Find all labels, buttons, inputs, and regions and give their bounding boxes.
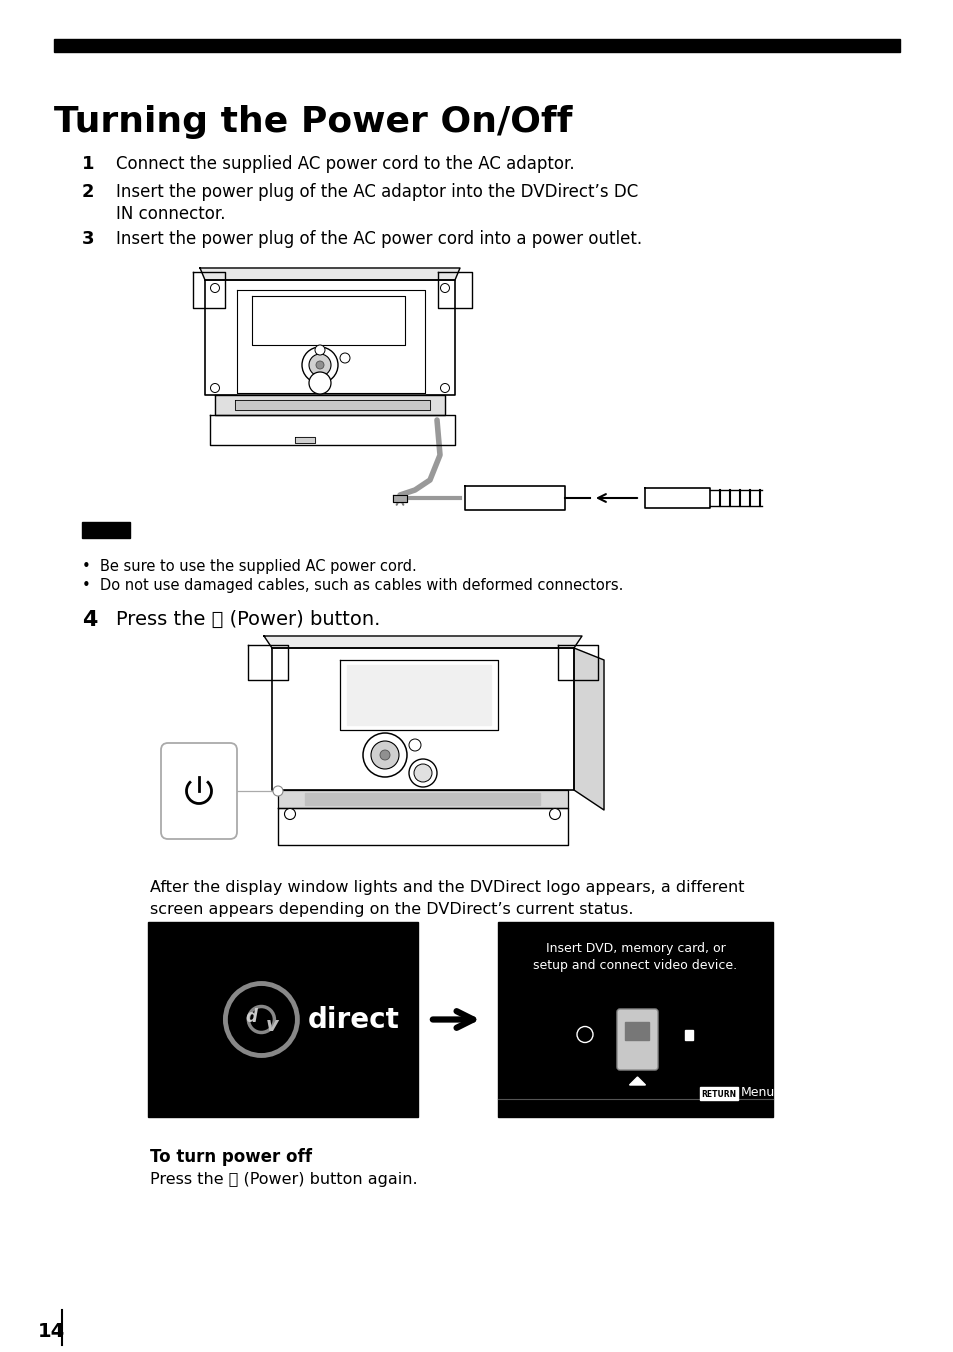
Polygon shape <box>210 415 455 445</box>
Polygon shape <box>234 400 430 410</box>
Circle shape <box>549 808 560 819</box>
Circle shape <box>284 808 295 819</box>
Polygon shape <box>629 1078 645 1086</box>
Bar <box>625 1022 649 1040</box>
Polygon shape <box>277 790 567 808</box>
Circle shape <box>416 767 429 779</box>
Polygon shape <box>214 395 444 415</box>
Text: After the display window lights and the DVDirect logo appears, a different: After the display window lights and the … <box>150 880 743 895</box>
Circle shape <box>309 354 331 376</box>
FancyBboxPatch shape <box>161 744 236 840</box>
Text: Press the ⏻ (Power) button.: Press the ⏻ (Power) button. <box>116 610 380 629</box>
Polygon shape <box>574 648 603 810</box>
Bar <box>82 522 130 538</box>
Circle shape <box>440 284 449 292</box>
Text: 14: 14 <box>38 1322 65 1341</box>
Text: screen appears depending on the DVDirect’s current status.: screen appears depending on the DVDirect… <box>150 902 633 917</box>
Text: Menu: Menu <box>740 1086 774 1099</box>
Text: 3: 3 <box>82 230 94 247</box>
Polygon shape <box>644 488 709 508</box>
FancyBboxPatch shape <box>617 1009 658 1069</box>
Polygon shape <box>393 495 407 502</box>
Circle shape <box>314 345 325 356</box>
Polygon shape <box>248 645 288 680</box>
Polygon shape <box>277 808 567 845</box>
Text: •  Be sure to use the supplied AC power cord.: • Be sure to use the supplied AC power c… <box>82 558 416 575</box>
Polygon shape <box>205 280 455 395</box>
Text: Turning the Power On/Off: Turning the Power On/Off <box>54 105 572 139</box>
Circle shape <box>315 361 324 369</box>
Polygon shape <box>252 296 405 345</box>
Text: To turn power off: To turn power off <box>150 1148 312 1165</box>
Polygon shape <box>272 648 574 790</box>
Text: Press the ⏻ (Power) button again.: Press the ⏻ (Power) button again. <box>150 1172 417 1187</box>
Text: Notes: Notes <box>84 539 125 552</box>
Text: setup and connect video device.: setup and connect video device. <box>533 959 737 972</box>
Polygon shape <box>558 645 598 680</box>
Bar <box>700 1087 738 1101</box>
Polygon shape <box>347 665 491 725</box>
Bar <box>148 922 417 1117</box>
Text: RETURN: RETURN <box>700 1090 736 1099</box>
Circle shape <box>414 764 432 781</box>
Polygon shape <box>200 268 459 280</box>
Text: IN connector.: IN connector. <box>116 206 225 223</box>
Polygon shape <box>264 635 581 648</box>
Text: 2: 2 <box>82 183 94 201</box>
Polygon shape <box>305 794 539 804</box>
Text: Connect the supplied AC power cord to the AC adaptor.: Connect the supplied AC power cord to th… <box>116 155 574 173</box>
Circle shape <box>273 786 283 796</box>
Text: Insert the power plug of the AC power cord into a power outlet.: Insert the power plug of the AC power co… <box>116 230 641 247</box>
Circle shape <box>409 758 436 787</box>
Text: d: d <box>245 1009 257 1026</box>
Circle shape <box>363 733 407 777</box>
Circle shape <box>440 384 449 392</box>
Circle shape <box>379 750 390 760</box>
Polygon shape <box>236 289 424 393</box>
Polygon shape <box>339 660 497 730</box>
Text: 1: 1 <box>82 155 94 173</box>
Circle shape <box>211 284 219 292</box>
Bar <box>294 437 314 443</box>
Polygon shape <box>437 272 472 308</box>
Text: 4: 4 <box>82 610 97 630</box>
Text: •  Do not use damaged cables, such as cables with deformed connectors.: • Do not use damaged cables, such as cab… <box>82 579 622 594</box>
Text: direct: direct <box>307 1006 399 1033</box>
Text: Insert the power plug of the AC adaptor into the DVDirect’s DC: Insert the power plug of the AC adaptor … <box>116 183 638 201</box>
Circle shape <box>409 740 420 750</box>
Circle shape <box>211 384 219 392</box>
Circle shape <box>302 347 337 383</box>
Text: Insert DVD, memory card, or: Insert DVD, memory card, or <box>545 942 724 955</box>
Circle shape <box>339 353 350 362</box>
Polygon shape <box>464 485 564 510</box>
Polygon shape <box>193 272 225 308</box>
Circle shape <box>371 741 398 769</box>
Bar <box>684 1029 692 1040</box>
Bar <box>497 922 772 1117</box>
Bar <box>54 39 899 51</box>
Text: v: v <box>265 1015 278 1036</box>
Circle shape <box>309 372 331 393</box>
